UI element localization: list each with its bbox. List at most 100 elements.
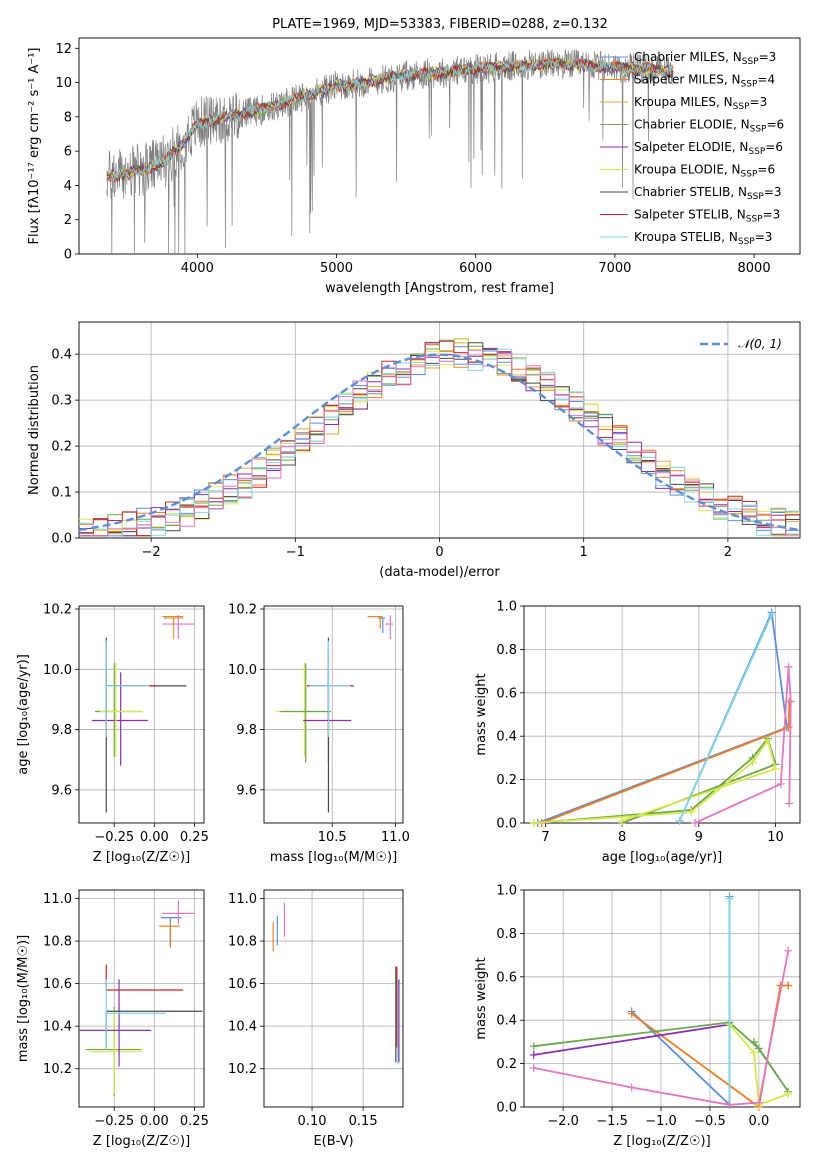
series-marker — [763, 736, 772, 745]
weight_vs_age-series — [529, 608, 795, 827]
error-point — [162, 615, 195, 640]
x-axis-label: Z [log₁₀(Z/Z☉)] — [93, 850, 190, 865]
y-tick-label: 10.8 — [43, 935, 72, 950]
histograms — [79, 338, 800, 537]
y-tick-label: 10.6 — [228, 977, 257, 992]
x-tick-label: −1.5 — [596, 1114, 628, 1129]
x-tick-label: 0.25 — [180, 830, 209, 845]
x-axis-label: Z [log₁₀(Z/Z☉)] — [613, 1134, 710, 1149]
error-point — [367, 615, 383, 629]
histogram-series — [79, 349, 800, 537]
error-point — [162, 615, 184, 635]
legend-subscript: SSP — [747, 192, 764, 202]
error-point — [105, 979, 166, 1050]
x-axis-label: age [log₁₀(age/yr)] — [602, 850, 723, 865]
series-marker — [748, 758, 757, 767]
legend-label: Kroupa MILES, NSSP=3 — [634, 95, 767, 112]
x-tick-label: 10 — [767, 830, 784, 845]
series-marker — [690, 819, 699, 827]
series-marker — [529, 819, 538, 827]
y-tick-label: 11.0 — [228, 892, 257, 907]
y-tick-label: 9.6 — [51, 783, 72, 798]
series-path — [678, 614, 773, 822]
x-tick-label: 2 — [724, 545, 732, 560]
weight_vs_Z-frame — [523, 889, 801, 1108]
series-path — [728, 1023, 789, 1107]
series-path — [533, 738, 777, 824]
x-tick-label: 0.25 — [180, 1114, 209, 1129]
series-marker — [627, 1009, 636, 1018]
series-marker — [725, 894, 734, 903]
x-tick-label: 6000 — [459, 261, 492, 276]
y-tick-label: 0.2 — [496, 773, 517, 788]
legend-subscript: SSP — [733, 102, 750, 112]
y-tick-label: 10.0 — [43, 663, 72, 678]
series-marker — [771, 764, 780, 773]
error-point — [95, 663, 142, 757]
x-tick-label: 8 — [618, 830, 626, 845]
series-path — [533, 736, 777, 824]
error-point — [377, 617, 386, 634]
legend-label: Chabrier ELODIE, NSSP=6 — [634, 118, 784, 135]
series-path — [631, 896, 731, 1107]
y-axis-label: mass weight — [474, 957, 489, 1039]
mass_vs_Z-frame — [78, 889, 205, 1108]
x-tick-label: −1 — [286, 545, 305, 560]
age_vs_mass-grid — [264, 606, 403, 823]
legend-label: Kroupa STELIB, NSSP=3 — [634, 230, 772, 247]
x-tick-label: 7 — [541, 830, 549, 845]
x-tick-label: 0.10 — [298, 1114, 327, 1129]
series-marker — [618, 816, 627, 825]
legend-subscript: SSP — [746, 215, 763, 225]
weight_vs_Z-series — [529, 892, 793, 1111]
y-tick-label: 10.8 — [228, 935, 257, 950]
error-point — [280, 663, 331, 763]
legend-subscript: SSP — [741, 80, 758, 90]
series-marker — [754, 1044, 763, 1053]
x-tick-label: −1.0 — [645, 1114, 677, 1129]
spectrum-axes: 4000 5000 6000 7000 8000 0 2 4 6 8 10 12 wavelength … — [27, 37, 801, 296]
y-tick-label: 0.2 — [51, 440, 72, 455]
x-tick-label: −0.25 — [94, 830, 134, 845]
series-line — [690, 662, 795, 827]
x-axis-label: wavelength [Angstrom, rest frame] — [325, 281, 554, 296]
series-line — [725, 894, 734, 1109]
mass_vs_ebv-axes: 0.10 0.15 10.2 10.4 10.6 10.8 11.0 E(B-V) — [228, 889, 404, 1149]
x-tick-label: −2 — [142, 545, 161, 560]
y-tick-label: 8 — [64, 110, 72, 125]
weight_vs_age-axes: 7 8 9 10 0.0 0.2 0.4 0.6 0.8 1.0 age [log₁₀(age/yr… — [474, 600, 801, 865]
y-axis-label: mass [log₁₀(M/M☉)] — [16, 935, 31, 1062]
x-tick-label: 7000 — [598, 261, 631, 276]
error-point — [105, 637, 187, 813]
y-tick-label: 9.8 — [236, 723, 257, 738]
y-tick-label: 1.0 — [496, 884, 517, 899]
residuals-axes: −2 −1 0 1 2 0.0 0.1 0.2 0.3 0.4 (data-model)/error… — [27, 321, 801, 580]
x-tick-label: 8000 — [738, 261, 771, 276]
spectrum-frame — [78, 37, 801, 255]
y-axis-label: mass weight — [474, 673, 489, 755]
legend-subscript: SSP — [742, 57, 759, 67]
error-point — [385, 615, 393, 640]
legend-count: =6 — [757, 163, 775, 177]
series-marker — [750, 1048, 758, 1057]
series-marker — [675, 816, 684, 825]
y-tick-label: 0.8 — [496, 927, 517, 942]
y-tick-label: 0.4 — [496, 1014, 517, 1029]
y-tick-label: 0.0 — [496, 817, 517, 832]
legend-count: =3 — [750, 95, 768, 109]
error-point — [159, 925, 180, 948]
figure-title: PLATE=1969, MJD=53383, FIBERID=0288, z=0… — [272, 17, 608, 32]
series-marker — [785, 799, 794, 808]
x-tick-label: −0.25 — [94, 1114, 134, 1129]
series-marker — [754, 1098, 763, 1107]
x-tick-label: 0.0 — [749, 1114, 770, 1129]
legend-count: =4 — [757, 73, 775, 87]
y-tick-label: 0.6 — [496, 970, 517, 985]
series-marker — [767, 610, 776, 619]
y-axis-label: Flux [fλ10⁻¹⁷ erg cm⁻² s⁻¹ A⁻¹] — [27, 48, 42, 245]
y-tick-label: 6 — [64, 145, 72, 160]
y-tick-label: 0.0 — [51, 532, 72, 547]
mass_vs_Z-grid — [79, 890, 204, 1107]
y-tick-label: 10.2 — [228, 1062, 257, 1077]
x-axis-label: (data-model)/error — [379, 565, 500, 580]
